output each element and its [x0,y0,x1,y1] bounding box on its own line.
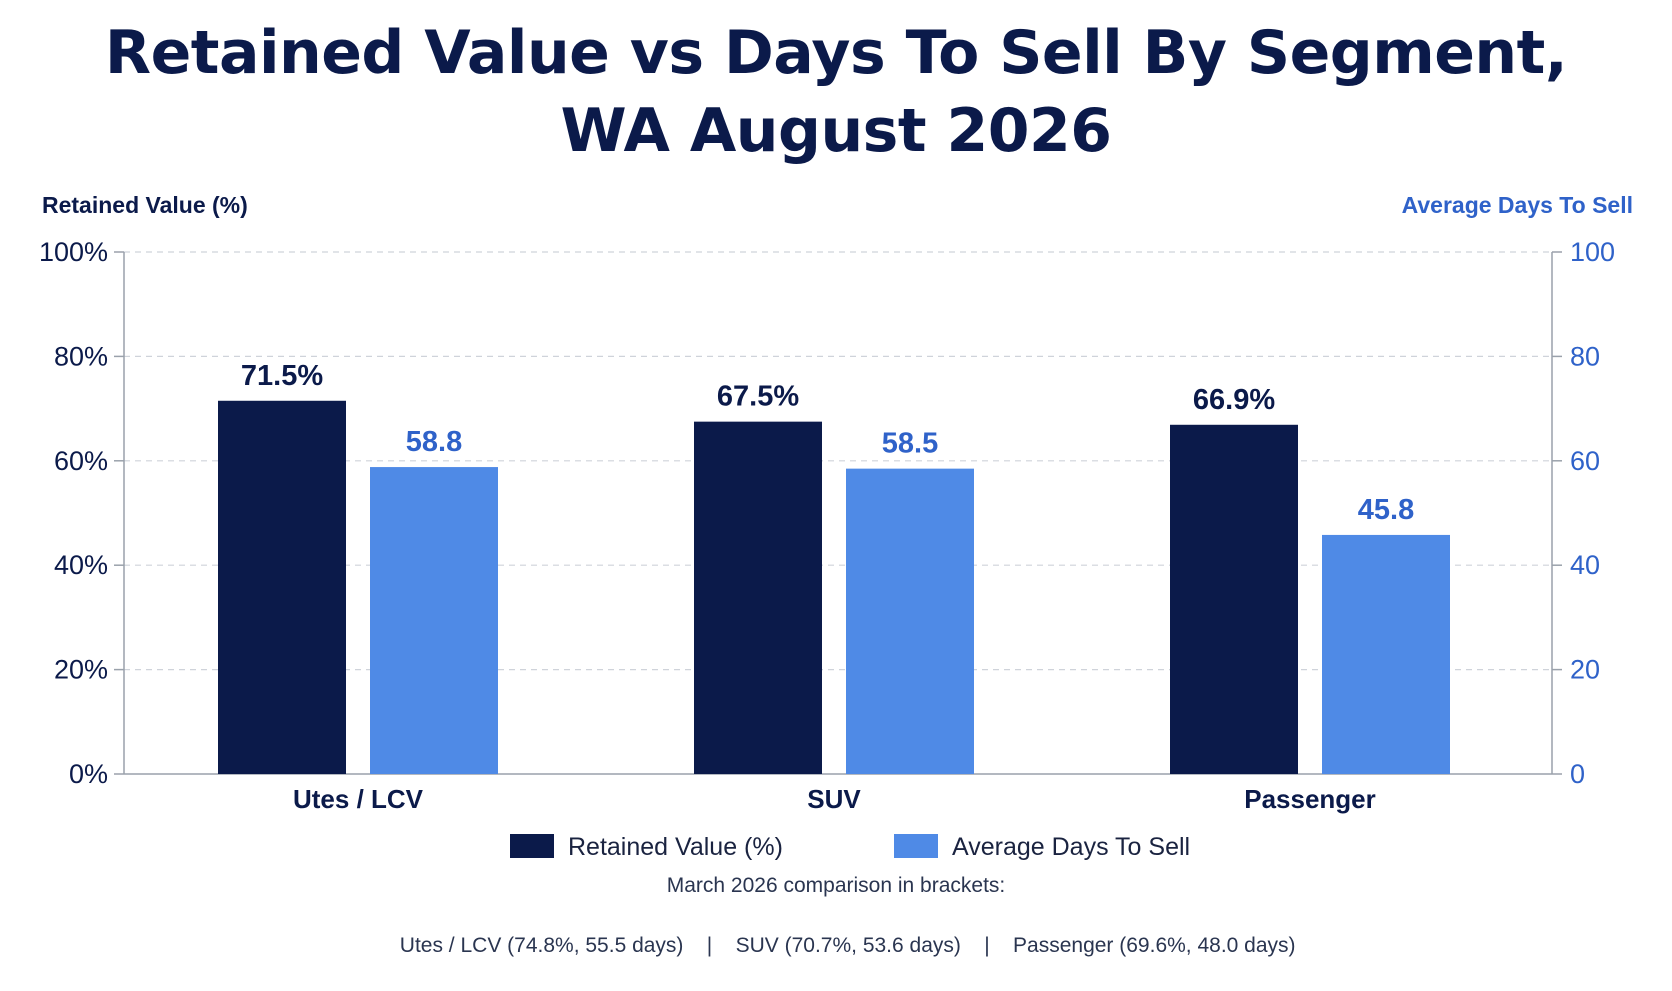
comparison-item: Utes / LCV (74.8%, 55.5 days) [399,934,684,957]
comparison-note: March 2026 comparison in brackets: Utes … [0,871,1672,991]
bar [694,421,822,774]
y-right-tick-label: 80 [1570,341,1600,371]
bar [1322,534,1450,774]
bar [1170,424,1298,774]
x-tick-label: Passenger [1244,784,1376,814]
data-label: 45.8 [1358,494,1414,526]
y-left-tick-label: 100% [39,237,108,267]
comparison-separator: | [984,934,990,957]
chart-svg: Retained Value (%) Average Days To Sell 0%… [39,192,1633,861]
data-label: 66.9% [1193,384,1275,416]
y-right-tick-label: 60 [1570,446,1600,476]
y-left-tick-label: 20% [54,655,108,685]
legend-entry: Average Days To Sell [952,833,1190,861]
comparison-heading: March 2026 comparison in brackets: [666,874,1006,897]
comparison-item: Passenger (69.6%, 48.0 days) [1013,934,1296,957]
y-left-tick-label: 80% [54,341,108,371]
y-left-axis-title: Retained Value (%) [42,192,248,218]
legend-swatch [510,834,554,858]
y-left-tick-label: 40% [54,550,108,580]
y-left-tick-label: 0% [69,759,108,789]
legend-swatch [894,834,938,858]
y-right-axis-title: Average Days To Sell [1402,192,1633,218]
comparison-item: SUV (70.7%, 53.6 days) [735,934,961,957]
y-right-tick-label: 40 [1570,550,1600,580]
data-label: 71.5% [241,360,323,392]
chart-title-line-1: Retained Value vs Days To Sell By Segmen… [104,18,1568,88]
bar [218,400,346,774]
data-label: 58.5 [882,428,938,460]
x-tick-label: SUV [807,784,861,814]
bar [370,467,498,774]
bar [846,468,974,774]
y-right-tick-label: 0 [1570,759,1585,789]
comparison-items: Utes / LCV (74.8%, 55.5 days) | SUV (70.… [0,901,1672,991]
chart-title: Retained Value vs Days To Sell By Segmen… [0,14,1672,170]
chart-title-line-2: WA August 2026 [560,96,1112,166]
y-right-tick-label: 100 [1570,237,1615,267]
x-tick-label: Utes / LCV [293,784,424,814]
legend-entry: Retained Value (%) [568,833,783,861]
data-label: 67.5% [717,381,799,413]
comparison-separator: | [706,934,713,957]
data-label: 58.8 [406,426,462,458]
y-left-tick-label: 60% [54,446,108,476]
y-right-tick-label: 20 [1570,655,1600,685]
